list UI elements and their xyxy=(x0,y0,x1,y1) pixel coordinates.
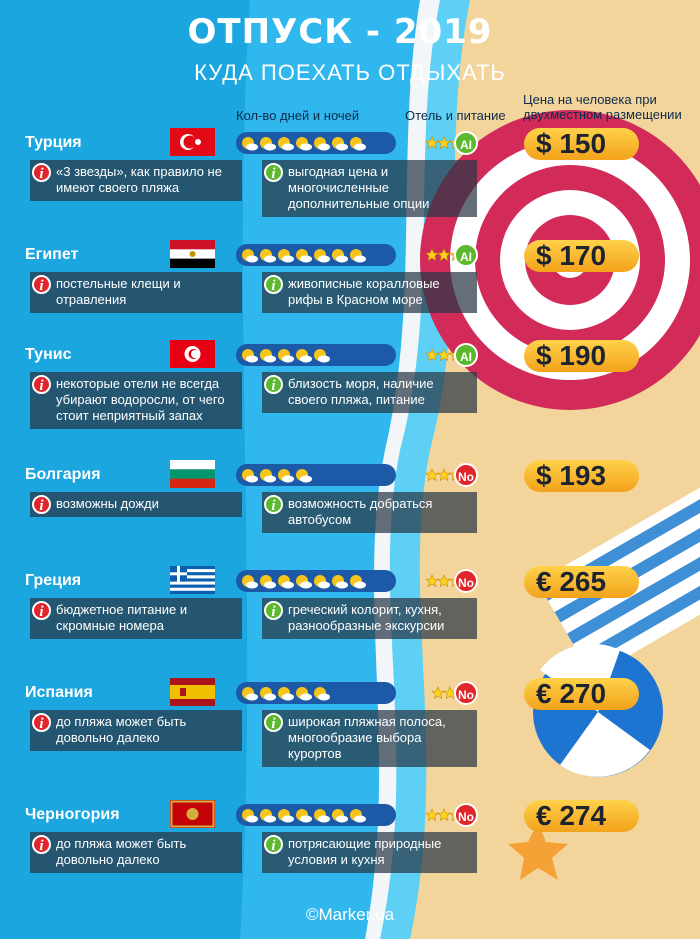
price: $ 150 xyxy=(524,128,639,160)
pros-text: греческий колорит, кухня, разнообразные … xyxy=(288,602,445,633)
cons-icon: i xyxy=(32,495,51,514)
hotel-stars xyxy=(431,686,457,700)
country-name: Испания xyxy=(25,684,93,701)
nights-icons xyxy=(242,137,366,151)
pros: i потрясающие природные условия и кухня xyxy=(262,832,477,873)
country-name: Черногория xyxy=(25,806,120,823)
price: $ 193 xyxy=(524,460,639,492)
pros-text: широкая пляжная полоса, многообразие выб… xyxy=(288,714,446,761)
nights-and-stars xyxy=(236,464,463,486)
pros: i близость моря, наличие своего пляжа, пи… xyxy=(262,372,477,413)
cons-text: до пляжа может быть довольно далеко xyxy=(56,836,187,867)
flag xyxy=(170,340,215,368)
cons: i некоторые отели не всегда убирают водор… xyxy=(30,372,242,429)
nights-and-stars xyxy=(236,244,463,266)
country-name: Болгария xyxy=(25,466,101,483)
pros-text: выгодная цена и многочисленные дополните… xyxy=(288,164,430,211)
pros-icon: i xyxy=(264,163,283,182)
pros-text: близость моря, наличие своего пляжа, пит… xyxy=(288,376,434,407)
column-header: Цена на человека при двухместном размеще… xyxy=(523,92,682,122)
pros-text: живописные коралловые рифы в Красном мор… xyxy=(288,276,440,307)
nights-and-stars xyxy=(236,804,463,826)
column-header: Кол-во дней и ночей xyxy=(236,108,360,123)
flag xyxy=(170,566,215,594)
pros: i живописные коралловые рифы в Красном мо… xyxy=(262,272,477,313)
cons: i «3 звезды», как правило не имеют своего… xyxy=(30,160,242,201)
cons-text: до пляжа может быть довольно далеко xyxy=(56,714,187,745)
nights-icons xyxy=(242,349,330,363)
nights-icons xyxy=(242,687,330,701)
cons-icon: i xyxy=(32,601,51,620)
pros-icon: i xyxy=(264,713,283,732)
pros: i греческий колорит, кухня, разнообразные… xyxy=(262,598,477,639)
cons-icon: i xyxy=(32,163,51,182)
meal-badge: No xyxy=(454,463,478,487)
meal-badge: AI xyxy=(454,131,478,155)
nights-and-stars xyxy=(236,344,463,366)
meal-badge: No xyxy=(454,681,478,705)
price: € 265 xyxy=(524,566,639,598)
meal-badge: No xyxy=(454,803,478,827)
country-name: Тунис xyxy=(25,346,72,363)
pros-icon: i xyxy=(264,601,283,620)
pros: i выгодная цена и многочисленные дополнит… xyxy=(262,160,477,217)
flag xyxy=(170,460,215,488)
country-name: Египет xyxy=(25,246,79,263)
flag xyxy=(170,678,215,706)
cons-text: некоторые отели не всегда убирают водоро… xyxy=(56,376,225,423)
nights-and-stars xyxy=(236,132,463,154)
pros-text: потрясающие природные условия и кухня xyxy=(288,836,442,867)
cons: i бюджетное питание и скромные номера xyxy=(30,598,242,639)
price: $ 170 xyxy=(524,240,639,272)
price: € 274 xyxy=(524,800,639,832)
pros-icon: i xyxy=(264,495,283,514)
cons-text: постельные клещи и отравления xyxy=(56,276,181,307)
pros-icon: i xyxy=(264,275,283,294)
cons: i до пляжа может быть довольно далеко xyxy=(30,710,242,751)
meal-badge: AI xyxy=(454,343,478,367)
pros: i возможность добраться автобусом xyxy=(262,492,477,533)
pros-icon: i xyxy=(264,835,283,854)
price: € 270 xyxy=(524,678,639,710)
nights-icons xyxy=(242,809,366,823)
pros-text: возможность добраться автобусом xyxy=(288,496,433,527)
cons-icon: i xyxy=(32,713,51,732)
meal-badge: No xyxy=(454,569,478,593)
cons-text: «3 звезды», как правило не имеют своего … xyxy=(56,164,222,195)
cons-text: возможны дожди xyxy=(56,496,159,511)
cons: i возможны дожди xyxy=(30,492,242,517)
flag xyxy=(170,128,215,156)
subtitle: КУДА ПОЕХАТЬ ОТДЫХАТЬ xyxy=(194,60,506,85)
cons-icon: i xyxy=(32,375,51,394)
nights-icons xyxy=(242,469,312,483)
title: ОТПУСК - 2019 xyxy=(187,12,493,52)
nights-icons xyxy=(242,575,366,589)
flag xyxy=(170,240,215,268)
nights-and-stars xyxy=(236,570,463,592)
column-header: Отель и питание xyxy=(405,108,506,123)
cons-text: бюджетное питание и скромные номера xyxy=(56,602,188,633)
cons-icon: i xyxy=(32,275,51,294)
cons: i до пляжа может быть довольно далеко xyxy=(30,832,242,873)
nights-and-stars xyxy=(236,682,457,704)
cons: i постельные клещи и отравления xyxy=(30,272,242,313)
price: $ 190 xyxy=(524,340,639,372)
footer: ©Marker.ua xyxy=(305,905,395,924)
country-name: Турция xyxy=(25,134,82,151)
nights-icons xyxy=(242,249,366,263)
meal-badge: AI xyxy=(454,243,478,267)
cons-icon: i xyxy=(32,835,51,854)
flag xyxy=(170,800,215,828)
pros: i широкая пляжная полоса, многообразие вы… xyxy=(262,710,477,767)
nights-pill xyxy=(236,464,396,486)
pros-icon: i xyxy=(264,375,283,394)
country-name: Греция xyxy=(25,572,82,589)
